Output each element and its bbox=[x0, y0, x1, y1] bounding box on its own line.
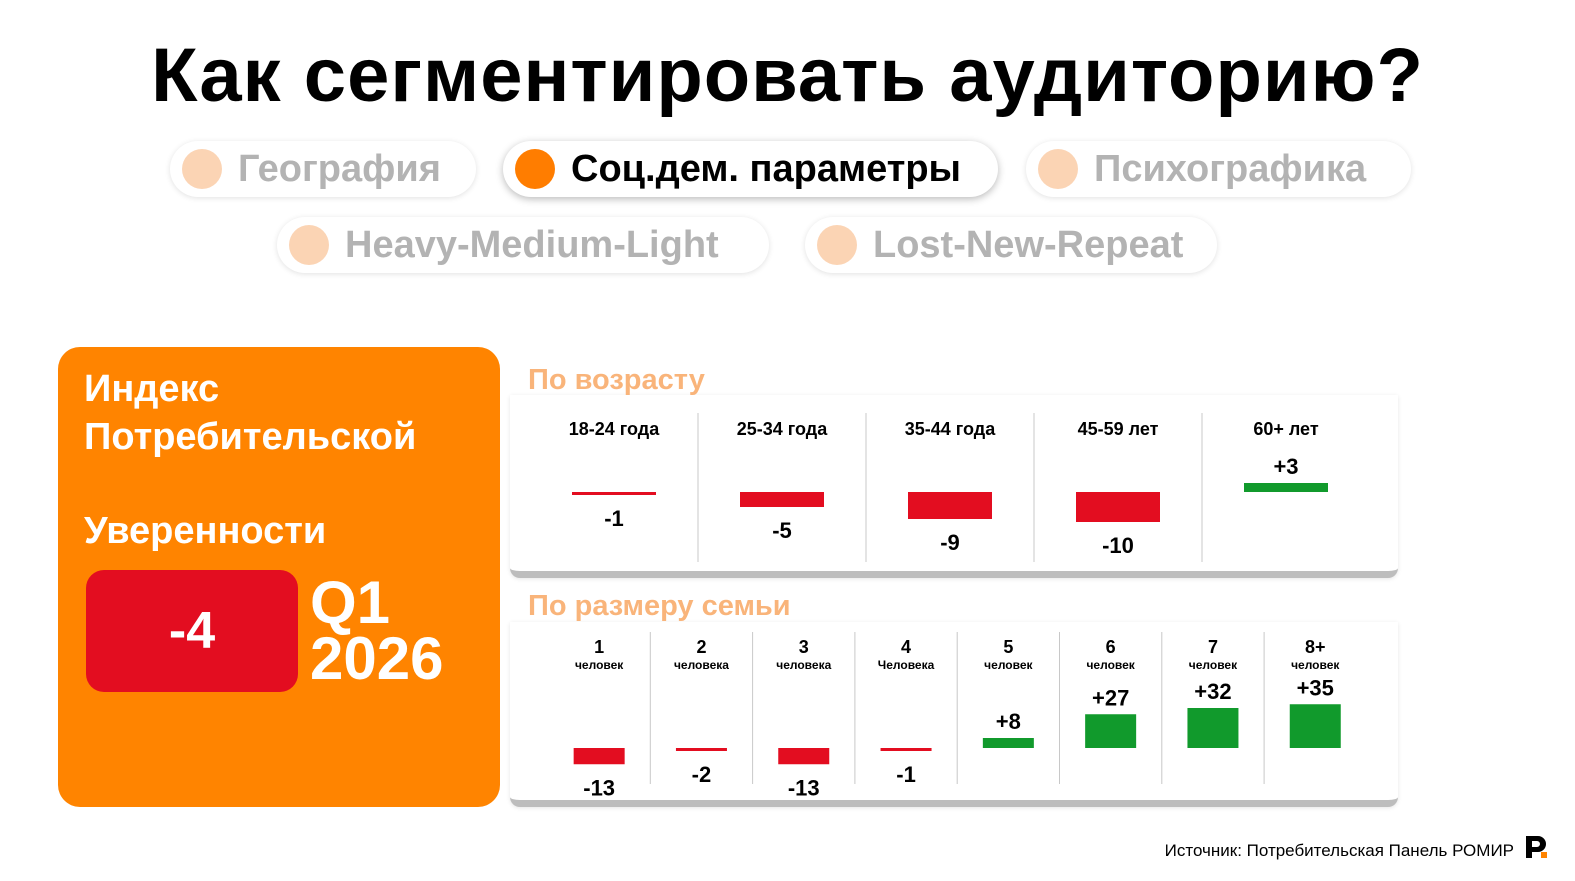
age-category-label: 25-34 года bbox=[737, 419, 828, 439]
tab-psychographics[interactable]: Психографика bbox=[1026, 141, 1411, 197]
tab-geography[interactable]: География bbox=[170, 141, 476, 197]
tab-label: Соц.дем. параметры bbox=[571, 147, 962, 190]
tab-dot-icon bbox=[1038, 149, 1078, 189]
age-chart-title: По возрасту bbox=[528, 364, 705, 396]
family-bar bbox=[1085, 714, 1137, 748]
family-bar bbox=[1289, 704, 1341, 748]
family-category-label: 8+ bbox=[1305, 637, 1326, 657]
period-year: 2026 bbox=[310, 625, 444, 692]
tab-heavy-medium-light[interactable]: Heavy-Medium-Light bbox=[277, 217, 769, 273]
family-category-label: 3 bbox=[799, 637, 809, 657]
family-value-label: +27 bbox=[1092, 685, 1129, 710]
age-value-label: +3 bbox=[1273, 454, 1298, 479]
index-title-line3: Уверенности bbox=[84, 510, 327, 552]
age-category-label: 60+ лет bbox=[1253, 419, 1319, 439]
family-category-sublabel: человек bbox=[575, 658, 624, 672]
age-bar bbox=[1076, 492, 1160, 522]
age-bar bbox=[740, 492, 824, 507]
family-category-sublabel: человек bbox=[1189, 658, 1238, 672]
family-category-label: 4 bbox=[901, 637, 911, 657]
tab-label: География bbox=[238, 147, 441, 190]
index-value-box: -4 bbox=[86, 570, 298, 692]
index-title: Индекс Потребительской Уверенности bbox=[84, 365, 494, 555]
family-bar bbox=[573, 748, 625, 765]
family-value-label: +35 bbox=[1297, 675, 1334, 700]
family-value-label: -13 bbox=[583, 775, 615, 800]
family-chart-panel bbox=[510, 622, 1398, 807]
family-category-sublabel: человека bbox=[776, 658, 831, 672]
family-category-sublabel: человека bbox=[674, 658, 729, 672]
family-bar bbox=[778, 748, 830, 765]
family-value-label: -2 bbox=[692, 762, 712, 787]
family-bar bbox=[982, 738, 1034, 748]
age-category-label: 35-44 года bbox=[905, 419, 996, 439]
age-bar bbox=[1244, 483, 1328, 492]
family-value-label: +32 bbox=[1194, 679, 1231, 704]
period-quarter: Q1 bbox=[310, 569, 391, 636]
tab-sociodemographic[interactable]: Соц.дем. параметры bbox=[503, 141, 998, 197]
family-value-label: -1 bbox=[896, 762, 916, 787]
source-note: Источник: Потребительская Панель РОМИР bbox=[1164, 841, 1514, 860]
page-title: Как сегментировать аудиторию? bbox=[151, 33, 1424, 118]
age-value-label: -10 bbox=[1102, 533, 1134, 558]
family-category-label: 6 bbox=[1106, 637, 1116, 657]
tab-label: Lost-New-Repeat bbox=[873, 223, 1184, 266]
tab-dot-icon bbox=[289, 225, 329, 265]
tab-label: Психографика bbox=[1094, 147, 1367, 190]
tab-dot-icon bbox=[515, 149, 555, 189]
family-value-label: -13 bbox=[788, 775, 820, 800]
index-card: Индекс Потребительской Уверенности -4 Q1… bbox=[58, 347, 500, 807]
family-category-sublabel: человек bbox=[1291, 658, 1340, 672]
age-category-label: 18-24 года bbox=[569, 419, 660, 439]
family-chart-title: По размеру семьи bbox=[528, 590, 791, 622]
index-value: -4 bbox=[168, 602, 216, 660]
family-category-label: 1 bbox=[594, 637, 604, 657]
family-category-label: 5 bbox=[1003, 637, 1013, 657]
index-title-line2: Потребительской bbox=[84, 416, 417, 458]
tab-dot-icon bbox=[817, 225, 857, 265]
family-category-sublabel: Человека bbox=[878, 658, 935, 672]
family-value-label: +8 bbox=[996, 709, 1021, 734]
family-bar bbox=[675, 748, 727, 751]
romir-logo-icon bbox=[1524, 834, 1548, 860]
tab-dot-icon bbox=[182, 149, 222, 189]
age-bar bbox=[572, 492, 656, 495]
index-title-line1: Индекс bbox=[84, 368, 220, 410]
age-value-label: -1 bbox=[604, 506, 624, 531]
age-bar bbox=[908, 492, 992, 519]
family-category-sublabel: человек bbox=[984, 658, 1033, 672]
tab-label: Heavy-Medium-Light bbox=[345, 223, 719, 266]
family-category-label: 2 bbox=[696, 637, 706, 657]
age-category-label: 45-59 лет bbox=[1078, 419, 1159, 439]
family-category-sublabel: человек bbox=[1086, 658, 1135, 672]
tab-lost-new-repeat[interactable]: Lost-New-Repeat bbox=[805, 217, 1217, 273]
family-bar bbox=[1187, 708, 1239, 748]
period: Q1 2026 bbox=[310, 569, 444, 692]
age-value-label: -9 bbox=[940, 530, 960, 555]
family-category-label: 7 bbox=[1208, 637, 1218, 657]
age-value-label: -5 bbox=[772, 518, 792, 543]
family-bar bbox=[880, 748, 932, 751]
